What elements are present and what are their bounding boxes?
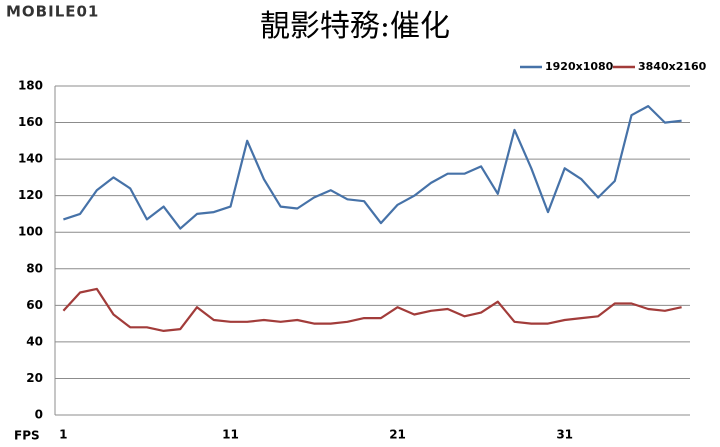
x-tick-label: 21 [389, 428, 406, 442]
y-tick-label: 140 [18, 152, 43, 166]
y-tick-label: 60 [26, 298, 43, 312]
x-tick-label: 1 [59, 428, 67, 442]
series-line [62, 287, 682, 332]
y-tick-label: 100 [18, 225, 43, 239]
x-axis-label: FPS [14, 429, 40, 443]
x-tick-label: 31 [556, 428, 573, 442]
y-tick-label: 40 [26, 334, 43, 348]
y-tick-label: 120 [18, 188, 43, 202]
y-tick-label: 0 [35, 408, 43, 422]
y-tick-label: 160 [18, 115, 43, 129]
y-tick-label: 80 [26, 261, 43, 275]
chart-title: 靚影特務:催化 [260, 9, 450, 44]
legend-label: 1920x1080 [545, 60, 614, 73]
y-tick-label: 20 [26, 371, 43, 385]
y-tick-label: 180 [18, 79, 43, 93]
x-tick-label: 11 [222, 428, 239, 442]
series-line [63, 105, 682, 230]
legend-label: 3840x2160 [638, 60, 707, 73]
logo: MOBILE01 [6, 3, 99, 21]
